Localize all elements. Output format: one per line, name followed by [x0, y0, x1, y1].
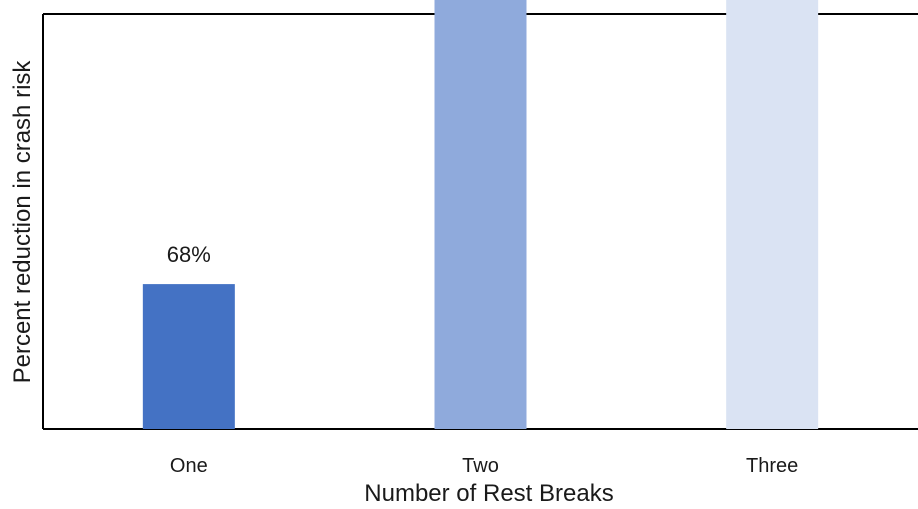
bar-one — [142, 284, 235, 429]
data-labels-group: 68%83%85% — [167, 242, 211, 267]
x-tick-label-two: Two — [462, 455, 499, 477]
x-axis-title: Number of Rest Breaks — [364, 480, 613, 507]
x-tick-label-three: Three — [746, 455, 798, 477]
bar-three — [726, 0, 819, 429]
data-label-one: 68% — [167, 242, 211, 267]
x-tick-labels-group: One Two Three — [170, 455, 798, 477]
bars-group — [142, 0, 819, 429]
bar-two — [434, 0, 527, 429]
y-axis-title: Percent reduction in crash risk — [9, 60, 36, 384]
x-tick-label-one: One — [170, 455, 208, 477]
